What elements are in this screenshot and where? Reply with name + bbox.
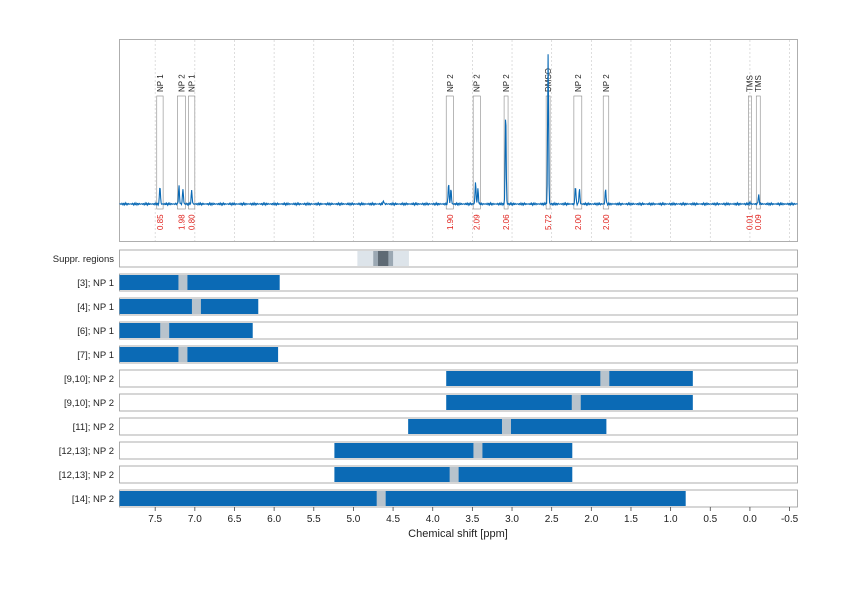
- range-bar: [334, 443, 573, 458]
- range-bar: [119, 299, 259, 314]
- range-bar: [119, 347, 279, 362]
- peak-integration-value: 2.06: [502, 214, 511, 230]
- range-bar: [119, 323, 253, 338]
- peak-integration-value: 0.09: [754, 214, 763, 230]
- peak-integration-value: 1.98: [177, 214, 186, 230]
- range-center-marker: [178, 275, 188, 290]
- range-row-label: [9,10]; NP 2: [64, 398, 114, 409]
- x-axis-title: Chemical shift [ppm]: [408, 528, 508, 540]
- x-tick-label: 0.0: [743, 514, 757, 525]
- peak-region-box: [177, 95, 186, 210]
- range-center-marker: [473, 443, 483, 458]
- range-row-label: [7]; NP 1: [77, 350, 114, 361]
- range-row-label: [12,13]; NP 2: [59, 470, 114, 481]
- x-tick-label: 1.5: [624, 514, 638, 525]
- x-tick-label: 2.5: [545, 514, 559, 525]
- peak-region-label: NP 2: [602, 74, 611, 92]
- peak-integration-value: 2.00: [574, 214, 583, 230]
- range-center-marker: [178, 347, 188, 362]
- x-tick-label: 6.0: [267, 514, 281, 525]
- peak-region-label: TMS: [754, 75, 763, 92]
- peak-integration-value: 0.01: [746, 214, 755, 230]
- peak-region-label: NP 2: [574, 74, 583, 92]
- x-tick-label: 2.0: [584, 514, 598, 525]
- peak-integration-value: 0.85: [156, 214, 165, 230]
- range-center-marker: [376, 491, 386, 506]
- peak-region-box: [602, 95, 610, 210]
- x-tick-label: 1.0: [664, 514, 678, 525]
- x-tick-label: -0.5: [781, 514, 799, 525]
- x-tick-label: 5.5: [307, 514, 321, 525]
- range-center-marker: [160, 323, 170, 338]
- range-center-marker: [571, 395, 581, 410]
- peak-region-label: NP 1: [156, 74, 165, 92]
- x-tick-label: 3.5: [465, 514, 479, 525]
- range-row-label: [4]; NP 1: [77, 302, 114, 313]
- spectrum-line: [119, 54, 798, 207]
- x-tick-label: 5.0: [346, 514, 360, 525]
- grid-lines: [154, 40, 790, 241]
- range-bar: [119, 275, 280, 290]
- peak-integration-value: 1.90: [446, 214, 455, 230]
- x-tick-label: 0.5: [703, 514, 717, 525]
- peak-regions: NP 1 0.85 NP 2 1.98 NP 1 0.80 NP 2 1.90 NP 2 2.09…: [156, 68, 763, 230]
- peak-region-box: [445, 95, 454, 210]
- range-bar: [446, 371, 693, 386]
- peak-region-box: [755, 95, 761, 210]
- range-row-label: [11]; NP 2: [73, 422, 114, 433]
- range-row-label: [14]; NP 2: [72, 494, 114, 505]
- range-center-marker: [501, 419, 511, 434]
- range-row-label: [12,13]; NP 2: [59, 446, 114, 457]
- peak-region-label: TMS: [746, 75, 755, 92]
- x-axis: 7.5 7.0 6.5 6.0 5.5 5.0 4.5 4.0 3.5 3.0 2.5 2.0 1.5 1…: [148, 507, 799, 525]
- range-row-frame: [119, 249, 798, 268]
- spectrum-trace: [119, 54, 798, 207]
- peak-integration-value: 0.80: [188, 214, 197, 230]
- range-center-marker: [191, 299, 201, 314]
- x-tick-label: 6.5: [228, 514, 242, 525]
- peak-region-box: [156, 95, 164, 210]
- range-bar: [446, 395, 693, 410]
- peak-region-label: NP 2: [446, 74, 455, 92]
- range-row-label: Suppr. regions: [53, 254, 115, 265]
- peak-integration-value: 2.09: [473, 214, 482, 230]
- peak-region-label: NP 1: [188, 74, 197, 92]
- range-center-marker: [449, 467, 459, 482]
- x-tick-label: 7.5: [148, 514, 162, 525]
- x-tick-label: 4.5: [386, 514, 400, 525]
- suppression-region-core: [378, 251, 389, 266]
- range-rows: Suppr. regions [3]; NP 1 [4]; NP 1 [6]; NP …: [53, 249, 798, 508]
- peak-integration-value: 2.00: [602, 214, 611, 230]
- peak-region-box: [472, 95, 481, 210]
- peak-region-box: [188, 95, 196, 210]
- range-row-label: [6]; NP 1: [77, 326, 114, 337]
- x-tick-label: 4.0: [426, 514, 440, 525]
- range-center-marker: [600, 371, 610, 386]
- x-tick-label: 7.0: [188, 514, 202, 525]
- peak-region-label: NP 2: [177, 74, 186, 92]
- peak-region-box: [503, 95, 509, 210]
- x-tick-label: 3.0: [505, 514, 519, 525]
- range-row-label: [9,10]; NP 2: [64, 374, 114, 385]
- spectrum-panel-frame: [119, 39, 798, 242]
- range-bar: [119, 491, 686, 506]
- peak-region-label: NP 2: [473, 74, 482, 92]
- range-row-label: [3]; NP 1: [77, 278, 114, 289]
- peak-integration-value: 5.72: [544, 214, 553, 230]
- peak-region-label: NP 2: [502, 74, 511, 92]
- peak-region-box: [573, 95, 583, 210]
- peak-region-box: [748, 95, 752, 210]
